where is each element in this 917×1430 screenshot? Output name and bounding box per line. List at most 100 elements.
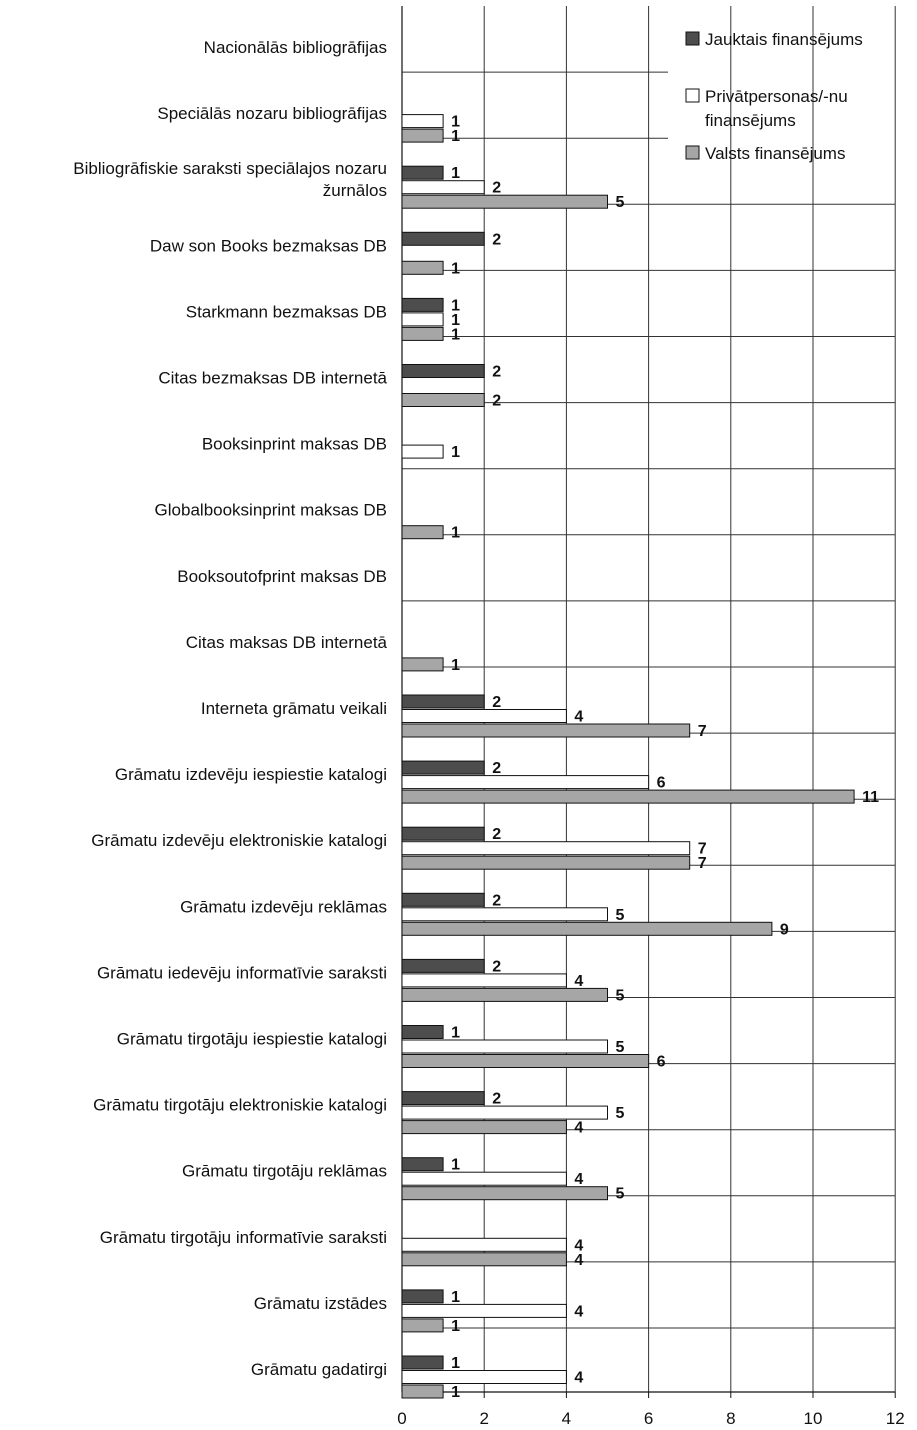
category-label: Interneta grāmatu veikali	[201, 699, 387, 718]
bar-3-3	[401, 194, 608, 209]
legend: Jauktais finansējums Privātpersonas/-nu fi…	[685, 30, 863, 163]
bars: 1212222221211112114675455444415112117117…	[401, 114, 879, 1401]
category-label: Grāmatu izdevēju reklāmas	[180, 897, 387, 916]
category-labels: Nacionālās bibliogrāfijas Speciālās nozar…	[73, 38, 387, 1379]
data-label: 4	[574, 1370, 583, 1387]
x-axis: 0 2 4 6 8 10 12	[397, 1392, 905, 1428]
x-tick-label: 10	[804, 1409, 823, 1428]
bar-1-20	[401, 1289, 444, 1304]
bar-1-15	[401, 958, 485, 973]
data-label: 11	[862, 789, 879, 806]
category-label: Starkmann bezmaksas DB	[186, 302, 387, 321]
data-label: 4	[574, 1252, 583, 1269]
data-label: 1	[451, 114, 460, 131]
data-label: 2	[492, 694, 501, 711]
x-tick-label: 2	[479, 1409, 488, 1428]
data-label: 1	[451, 657, 460, 674]
bar-2-5	[401, 312, 444, 327]
data-label: 1	[451, 525, 460, 542]
data-label: 1	[451, 128, 460, 145]
data-label: 5	[616, 1186, 625, 1203]
bar-3-15	[401, 987, 608, 1002]
data-label: 7	[698, 855, 707, 872]
data-label: 9	[780, 921, 789, 938]
data-label: 1	[451, 444, 460, 461]
category-label: Grāmatu izdevēju iespiestie katalogi	[115, 765, 387, 784]
data-label: 1	[451, 1355, 460, 1372]
bar-3-12	[401, 789, 855, 804]
bar-1-14	[401, 892, 485, 907]
bar-3-18	[401, 1186, 608, 1201]
bar-2-3	[401, 180, 485, 195]
bar-3-2	[401, 128, 444, 143]
data-label: 2	[492, 958, 501, 975]
category-label: Grāmatu tirgotāju iespiestie katalogi	[117, 1030, 387, 1049]
legend-swatch	[685, 31, 700, 46]
category-label: Citas maksas DB internetā	[186, 633, 388, 652]
x-tick-label: 8	[726, 1409, 735, 1428]
category-label: Citas bezmaksas DB internetā	[158, 369, 387, 388]
data-label: 6	[657, 1054, 666, 1071]
data-label: 4	[574, 1171, 583, 1188]
legend-label: Privātpersonas/-nu	[705, 87, 848, 106]
bar-2-14	[401, 907, 608, 922]
data-label: 1	[451, 326, 460, 343]
bar-3-20	[401, 1318, 444, 1333]
data-label: 1	[451, 1025, 460, 1042]
x-tick-label: 0	[397, 1409, 406, 1428]
category-label: Grāmatu tirgotāju reklāmas	[182, 1162, 387, 1181]
bar-3-8	[401, 525, 444, 540]
x-tick-label: 4	[562, 1409, 571, 1428]
data-label: 4	[574, 1237, 583, 1254]
legend-label: finansējums	[705, 111, 796, 130]
bar-2-17	[401, 1105, 608, 1120]
bar-2-20	[401, 1303, 567, 1318]
data-label: 2	[492, 1091, 501, 1108]
data-label: 4	[574, 709, 583, 726]
bar-2-2	[401, 114, 444, 129]
category-label: Booksoutofprint maksas DB	[177, 567, 387, 586]
category-label: Grāmatu iedevēju informatīvie saraksti	[97, 963, 387, 982]
bar-1-13	[401, 826, 485, 841]
bar-1-17	[401, 1091, 485, 1106]
data-label: 5	[616, 907, 625, 924]
category-label: Grāmatu tirgotāju elektroniskie katalogi	[93, 1096, 387, 1115]
data-label: 4	[574, 973, 583, 990]
bar-3-17	[401, 1120, 567, 1135]
bar-3-11	[401, 723, 691, 738]
data-label: 5	[616, 1039, 625, 1056]
data-label: 1	[451, 1157, 460, 1174]
legend-swatch	[685, 145, 700, 160]
data-label: 7	[698, 723, 707, 740]
bar-1-16	[401, 1025, 444, 1039]
bar-2-19	[401, 1237, 567, 1252]
bar-1-12	[401, 760, 485, 775]
bar-3-14	[401, 921, 773, 936]
bar-1-18	[401, 1157, 444, 1172]
data-label: 2	[492, 892, 501, 909]
category-label: Globalbooksinprint maksas DB	[155, 501, 387, 520]
bar-3-19	[401, 1252, 567, 1267]
data-label: 2	[492, 231, 501, 248]
category-label: Bibliogrāfiskie saraksti speciālajos noz…	[73, 159, 387, 178]
data-label: 7	[698, 841, 707, 858]
legend-label: Valsts finansējums	[705, 144, 845, 163]
category-label: Booksinprint maksas DB	[202, 435, 387, 454]
bar-1-21	[401, 1355, 444, 1370]
bar-3-21	[401, 1384, 444, 1399]
data-label: 1	[451, 165, 460, 182]
bar-2-18	[401, 1171, 567, 1186]
data-label: 4	[574, 1303, 583, 1320]
data-label: 1	[451, 260, 460, 277]
bar-2-21	[401, 1370, 567, 1384]
data-label: 1	[451, 312, 460, 329]
data-label: 2	[492, 826, 501, 843]
category-label: Grāmatu gadatirgi	[251, 1360, 387, 1379]
bar-2-7	[401, 444, 444, 459]
bar-3-4	[401, 260, 444, 275]
data-label: 4	[574, 1120, 583, 1137]
data-label: 5	[616, 1105, 625, 1122]
legend-label: Jauktais finansējums	[705, 30, 863, 49]
data-label: 2	[492, 760, 501, 777]
category-label: Grāmatu izstādes	[254, 1294, 387, 1313]
